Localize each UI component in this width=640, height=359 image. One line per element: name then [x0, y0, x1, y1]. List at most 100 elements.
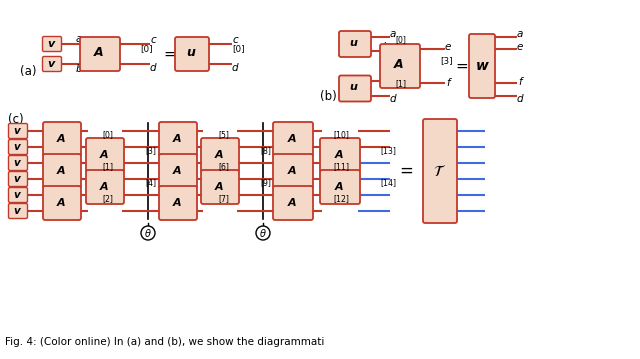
Text: $\boldsymbol{v}$: $\boldsymbol{v}$ [47, 39, 57, 49]
Text: d: d [390, 94, 396, 104]
FancyBboxPatch shape [80, 37, 120, 71]
Text: [12]: [12] [333, 194, 349, 203]
Circle shape [256, 226, 270, 240]
Text: [6]: [6] [218, 162, 229, 171]
Text: f: f [446, 78, 450, 88]
FancyBboxPatch shape [86, 138, 124, 172]
Text: [3]: [3] [145, 146, 156, 155]
FancyBboxPatch shape [175, 37, 209, 71]
FancyBboxPatch shape [43, 186, 81, 220]
Text: b: b [76, 64, 83, 74]
Text: [2]: [2] [102, 194, 113, 203]
Circle shape [141, 226, 155, 240]
Text: [3]: [3] [440, 56, 452, 65]
Text: d: d [150, 63, 156, 73]
Text: $\boldsymbol{A}$: $\boldsymbol{A}$ [56, 196, 66, 208]
Text: $\boldsymbol{A}$: $\boldsymbol{A}$ [56, 132, 66, 144]
Text: $\boldsymbol{A}$: $\boldsymbol{A}$ [99, 180, 109, 192]
Text: $\boldsymbol{v}$: $\boldsymbol{v}$ [13, 174, 22, 184]
FancyBboxPatch shape [273, 122, 313, 156]
Text: =: = [164, 47, 177, 61]
FancyBboxPatch shape [380, 44, 420, 88]
Text: (c): (c) [8, 112, 24, 126]
FancyBboxPatch shape [201, 170, 239, 204]
Text: $\boldsymbol{A}$: $\boldsymbol{A}$ [172, 196, 182, 208]
Text: a: a [517, 29, 523, 39]
Text: $\theta$: $\theta$ [259, 227, 267, 239]
Text: (a): (a) [20, 65, 36, 79]
Text: f: f [518, 77, 522, 87]
Text: $\boldsymbol{A}$: $\boldsymbol{A}$ [287, 132, 297, 144]
Text: $\mathcal{T}$: $\mathcal{T}$ [433, 163, 447, 178]
Text: [0]: [0] [232, 44, 244, 53]
Text: $\theta$: $\theta$ [144, 227, 152, 239]
FancyBboxPatch shape [159, 154, 197, 188]
Text: $\boldsymbol{u}$: $\boldsymbol{u}$ [349, 83, 359, 93]
FancyBboxPatch shape [8, 123, 28, 139]
Text: [8]: [8] [260, 146, 271, 155]
Text: [14]: [14] [380, 178, 396, 187]
Text: $\boldsymbol{A}$: $\boldsymbol{A}$ [287, 164, 297, 176]
Text: [11]: [11] [333, 162, 349, 171]
Text: $\boldsymbol{A}$: $\boldsymbol{A}$ [172, 132, 182, 144]
Text: e: e [517, 42, 523, 52]
FancyBboxPatch shape [159, 122, 197, 156]
FancyBboxPatch shape [8, 187, 28, 202]
Text: $\boldsymbol{A}$: $\boldsymbol{A}$ [334, 148, 344, 160]
FancyBboxPatch shape [8, 204, 28, 219]
Text: $\boldsymbol{A}$: $\boldsymbol{A}$ [214, 180, 224, 192]
Text: $\boldsymbol{v}$: $\boldsymbol{v}$ [13, 126, 22, 136]
Text: [0]: [0] [395, 35, 406, 44]
Text: d: d [516, 94, 524, 104]
FancyBboxPatch shape [8, 155, 28, 171]
Text: [7]: [7] [218, 194, 229, 203]
Text: Fig. 4: (Color online) In (a) and (b), we show the diagrammati: Fig. 4: (Color online) In (a) and (b), w… [5, 337, 324, 347]
Text: (b): (b) [320, 90, 337, 103]
FancyBboxPatch shape [159, 186, 197, 220]
FancyBboxPatch shape [201, 138, 239, 172]
Text: $\boldsymbol{A}$: $\boldsymbol{A}$ [334, 180, 344, 192]
Text: $\boldsymbol{v}$: $\boldsymbol{v}$ [13, 206, 22, 216]
Text: d: d [232, 63, 238, 73]
FancyBboxPatch shape [320, 170, 360, 204]
Text: [5]: [5] [218, 130, 229, 139]
Text: $\boldsymbol{A}$: $\boldsymbol{A}$ [56, 164, 66, 176]
Text: $\boldsymbol{A}$: $\boldsymbol{A}$ [172, 164, 182, 176]
Text: $\boldsymbol{v}$: $\boldsymbol{v}$ [47, 59, 57, 69]
Text: $\boldsymbol{A}$: $\boldsymbol{A}$ [93, 47, 105, 60]
Text: a: a [390, 29, 396, 39]
Text: $\boldsymbol{v}$: $\boldsymbol{v}$ [13, 158, 22, 168]
FancyBboxPatch shape [42, 37, 61, 51]
FancyBboxPatch shape [273, 154, 313, 188]
FancyBboxPatch shape [273, 186, 313, 220]
Text: c: c [383, 72, 389, 82]
Text: $\boldsymbol{A}$: $\boldsymbol{A}$ [99, 148, 109, 160]
FancyBboxPatch shape [8, 172, 28, 186]
FancyBboxPatch shape [339, 75, 371, 102]
Text: [4]: [4] [145, 178, 156, 187]
Text: c: c [150, 35, 156, 45]
FancyBboxPatch shape [320, 138, 360, 172]
FancyBboxPatch shape [8, 140, 28, 154]
FancyBboxPatch shape [43, 122, 81, 156]
Text: [9]: [9] [260, 178, 271, 187]
Text: c: c [232, 35, 238, 45]
Text: $\boldsymbol{v}$: $\boldsymbol{v}$ [13, 142, 22, 152]
FancyBboxPatch shape [423, 119, 457, 223]
Text: b: b [383, 42, 389, 52]
Text: =: = [399, 162, 413, 180]
FancyBboxPatch shape [43, 154, 81, 188]
Text: $\boldsymbol{u}$: $\boldsymbol{u}$ [186, 47, 196, 60]
Text: a: a [76, 34, 82, 44]
FancyBboxPatch shape [469, 34, 495, 98]
Text: [1]: [1] [102, 162, 113, 171]
Text: e: e [445, 42, 451, 52]
FancyBboxPatch shape [86, 170, 124, 204]
Text: $\boldsymbol{A}$: $\boldsymbol{A}$ [287, 196, 297, 208]
FancyBboxPatch shape [339, 31, 371, 57]
Text: [10]: [10] [333, 130, 349, 139]
Text: [0]: [0] [102, 130, 113, 139]
Text: $\boldsymbol{v}$: $\boldsymbol{v}$ [13, 190, 22, 200]
Text: [1]: [1] [395, 79, 406, 88]
Text: =: = [456, 59, 468, 74]
